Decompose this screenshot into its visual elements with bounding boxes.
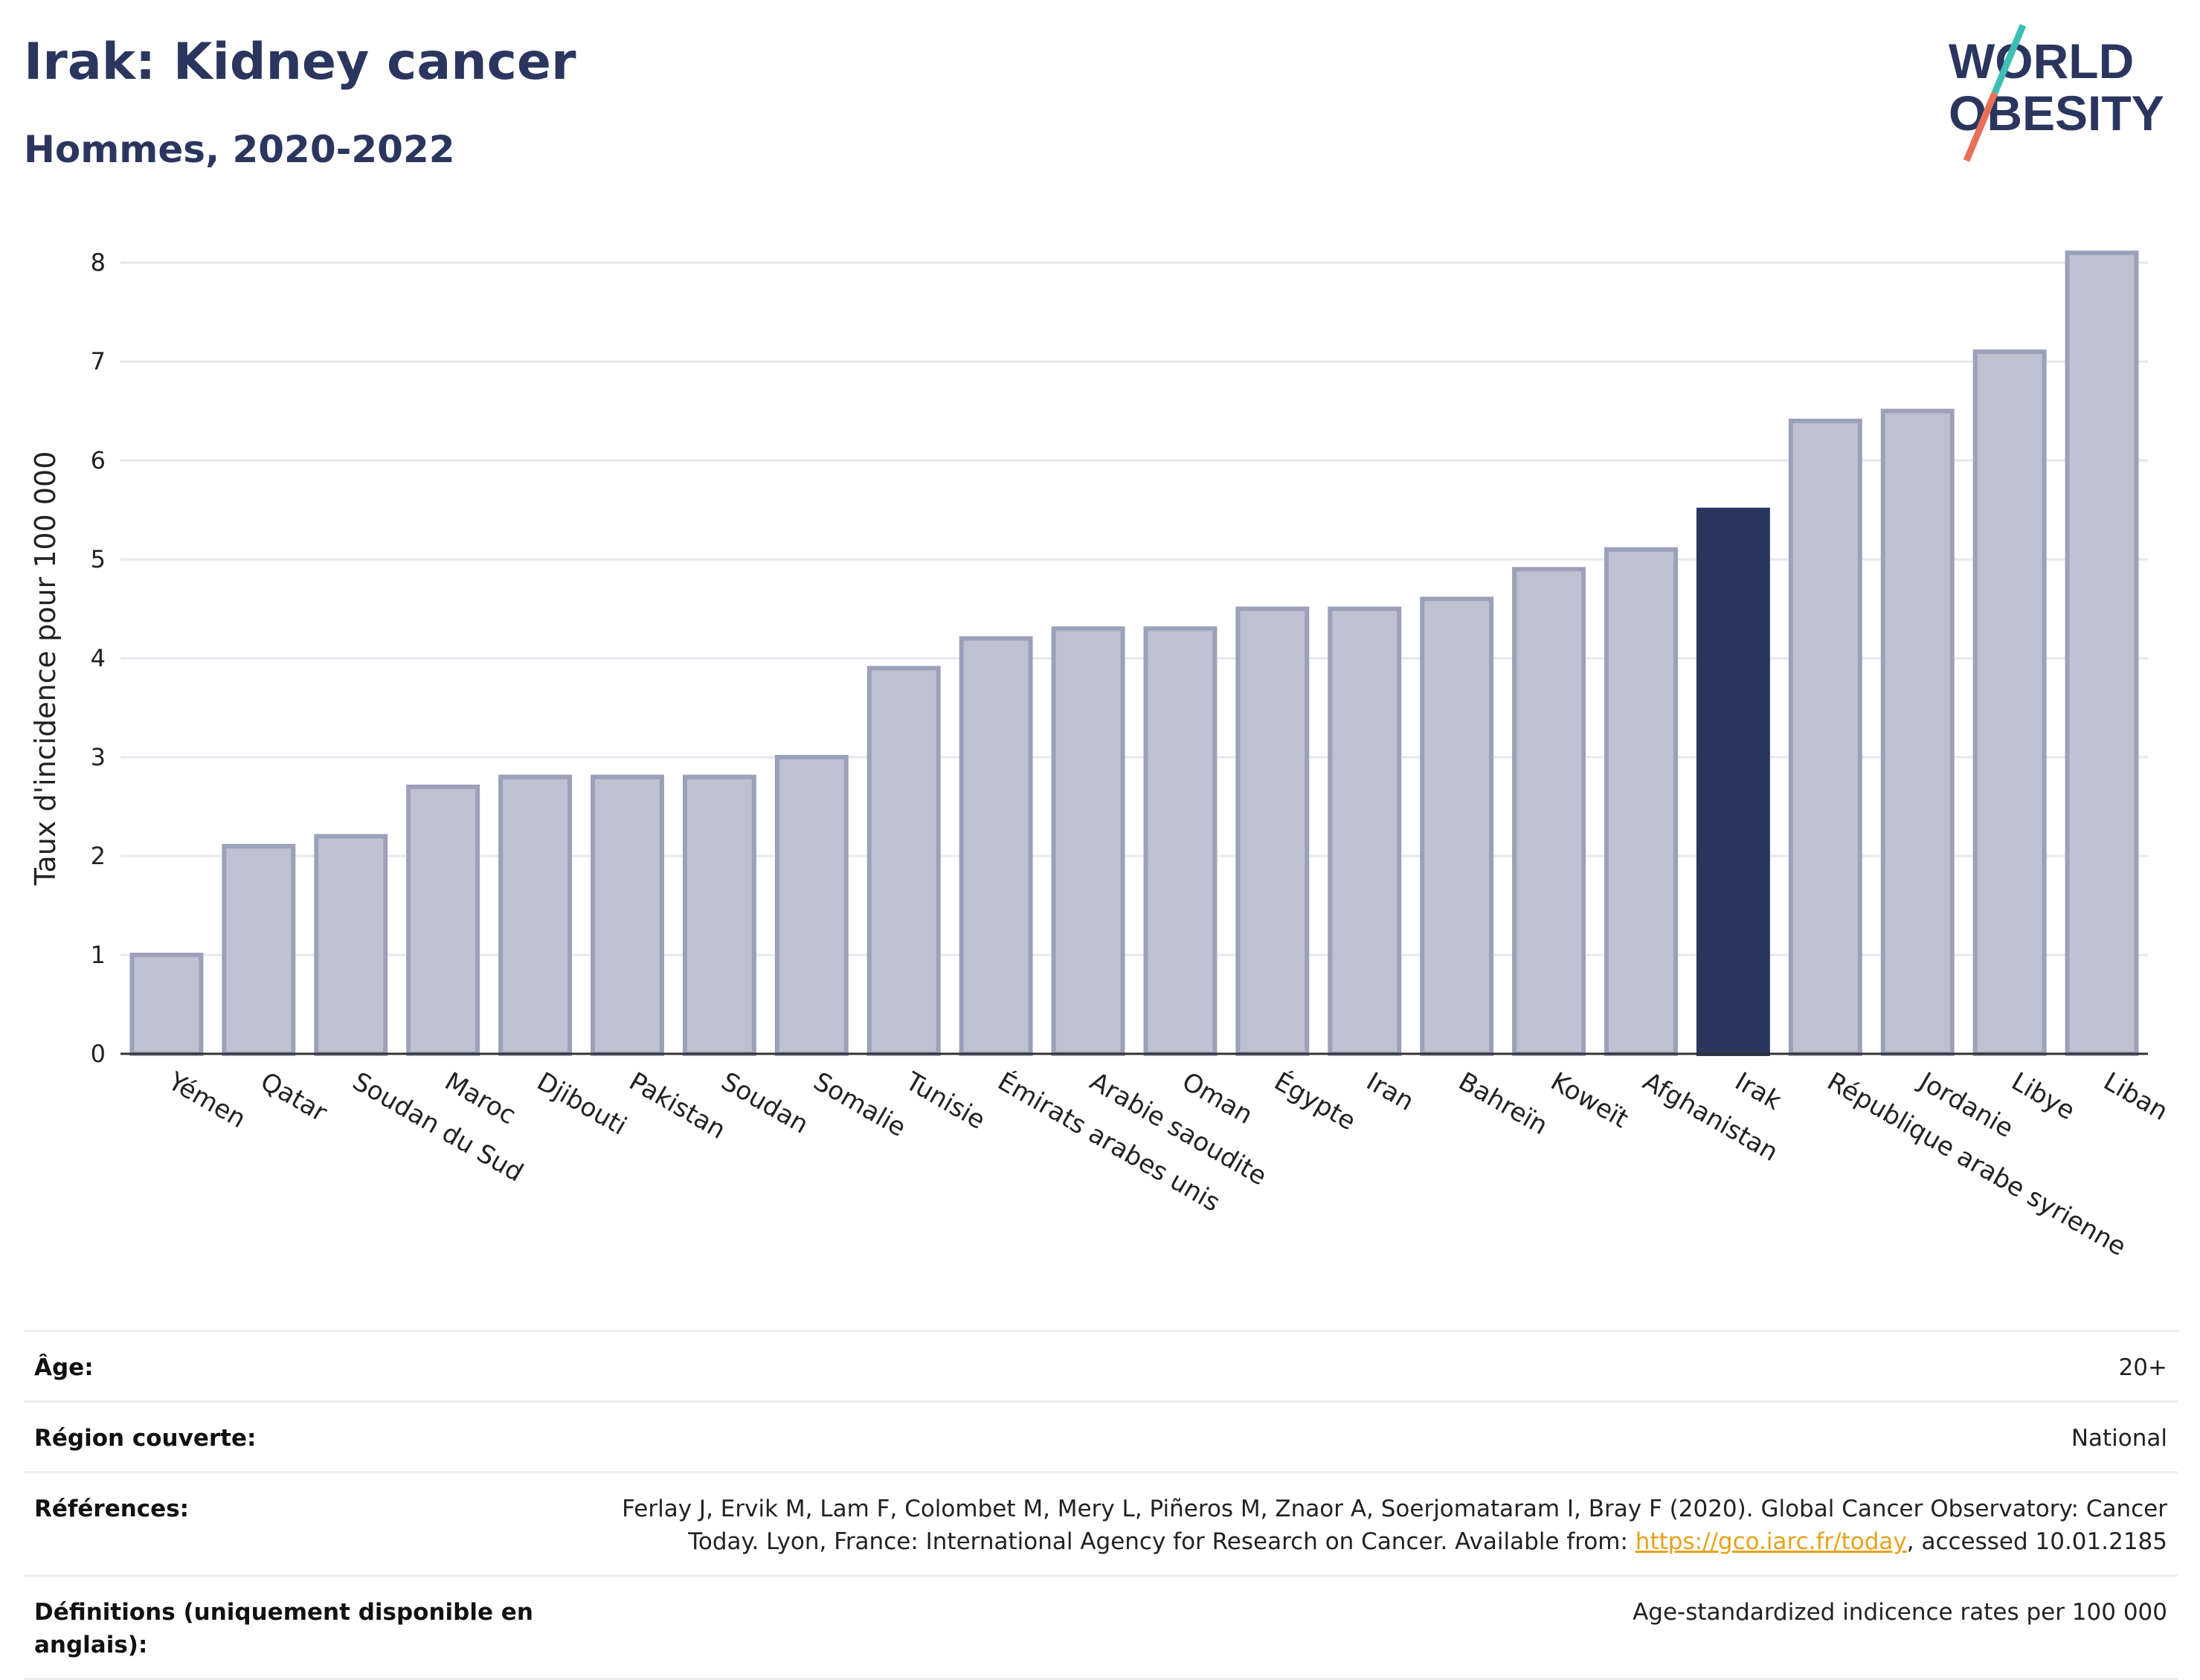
y-tick-label: 6 (91, 446, 106, 474)
y-tick-label: 0 (91, 1040, 106, 1068)
bar (1972, 349, 2047, 1057)
bar (222, 843, 296, 1056)
metadata-table: Âge: 20+ Région couverte: National Référ… (24, 1330, 2178, 1680)
x-tick-label: Qatar (255, 1066, 332, 1128)
x-tick-label: Djibouti (532, 1066, 631, 1142)
meta-row-age: Âge: 20+ (24, 1330, 2178, 1402)
y-tick-label: 1 (91, 941, 106, 969)
bar (774, 755, 849, 1056)
bar (1880, 408, 1955, 1056)
bar (1235, 606, 1310, 1056)
bar (1420, 596, 1494, 1056)
x-tick-label: Pakistan (624, 1066, 730, 1145)
bars (129, 250, 2139, 1057)
x-tick-label: Koweït (1546, 1066, 1633, 1134)
reference-suffix: , accessed 10.01.2185 (1906, 1528, 2167, 1555)
logo-line1: WORLD (1949, 33, 2134, 88)
meta-value: National (2071, 1425, 2167, 1452)
meta-value: 20+ (2118, 1354, 2167, 1381)
x-tick-label: Irak (1730, 1066, 1786, 1116)
x-tick-label: Yémen (163, 1066, 251, 1135)
x-tick-label: Bahreïn (1453, 1066, 1552, 1141)
y-tick-label: 2 (91, 842, 106, 870)
meta-row-definitions: Définitions (uniquement disponible en an… (24, 1575, 2178, 1679)
bar (1604, 547, 1678, 1056)
x-tick-label: Égypte (1269, 1066, 1361, 1136)
y-tick-label: 7 (91, 347, 106, 376)
y-axis-title: Taux d'incidence pour 100 000 (29, 451, 62, 886)
bar (314, 834, 388, 1056)
x-tick-label: Somalie (808, 1066, 911, 1143)
bar (1328, 606, 1402, 1056)
bar (866, 666, 941, 1056)
y-tick-label: 4 (91, 644, 106, 672)
bar (591, 774, 664, 1056)
chart-subtitle: Hommes, 2020-2022 (24, 128, 455, 171)
meta-row-region: Région couverte: National (24, 1401, 2178, 1473)
meta-value: Age-standardized indicence rates per 100… (1633, 1599, 2167, 1626)
meta-key: Région couverte: (34, 1425, 257, 1452)
reference-text: Ferlay J, Ervik M, Lam F, Colombet M, Me… (622, 1496, 2167, 1555)
bar (1051, 626, 1125, 1056)
chart-title: Irak: Kidney cancer (24, 33, 576, 91)
meta-row-references: Références: Ferlay J, Ervik M, Lam F, Co… (24, 1472, 2178, 1576)
y-tick-label: 5 (91, 545, 106, 573)
x-tick-label: Soudan (716, 1066, 814, 1140)
bar (2065, 250, 2139, 1057)
y-axis-ticks: 0 1 2 3 4 5 6 7 8 (91, 248, 106, 1068)
meta-key: Âge: (34, 1354, 94, 1381)
reference-link[interactable]: https://gco.iarc.fr/today (1635, 1528, 1907, 1555)
x-tick-label: Iran (1361, 1066, 1418, 1117)
bar (129, 953, 204, 1056)
x-tick-label: Tunisie (900, 1066, 991, 1136)
x-tick-label: Liban (2099, 1066, 2173, 1127)
bar (1788, 418, 1862, 1056)
logo-slash-teal (1991, 24, 2027, 94)
bar (1512, 567, 1586, 1056)
bar (1143, 626, 1218, 1056)
meta-key: Références: (34, 1496, 190, 1522)
y-tick-label: 3 (91, 743, 106, 771)
world-obesity-logo: WORLD OBESITY (1949, 24, 2164, 162)
y-tick-label: 8 (91, 248, 106, 277)
bar (406, 784, 480, 1056)
bar (682, 774, 756, 1056)
meta-key: Définitions (uniquement disponible en an… (34, 1599, 533, 1658)
bar (1696, 507, 1770, 1056)
bar (498, 774, 573, 1056)
logo-slash-coral (1963, 91, 1998, 162)
bar (959, 636, 1033, 1056)
